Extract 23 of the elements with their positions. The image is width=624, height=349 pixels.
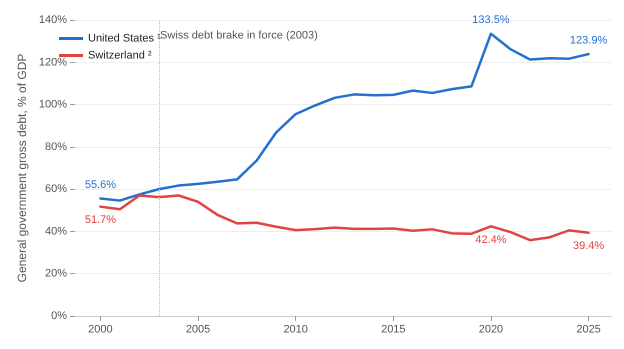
ref-line-label: Swiss debt brake in force (2003): [160, 30, 318, 42]
y-tick-label: 140%: [38, 14, 68, 26]
y-tick-label: 40%: [45, 225, 68, 238]
annotation: 39.4%: [572, 240, 604, 252]
y-axis-title: General government gross debt, % of GDP: [15, 54, 29, 282]
y-tick-label: 80%: [45, 140, 68, 153]
x-tick-label: 2005: [186, 324, 210, 336]
annotation: 55.6%: [84, 178, 116, 191]
x-tick-label: 2015: [381, 324, 406, 336]
annotation: 51.7%: [84, 214, 116, 226]
x-tick-label: 2010: [283, 324, 308, 336]
y-tick-label: 100%: [38, 98, 68, 111]
x-tick-label: 2025: [576, 324, 601, 336]
y-tick-label: 0%: [51, 310, 68, 322]
x-tick-label: 2020: [478, 324, 504, 336]
x-tick-label: 2000: [88, 324, 113, 336]
legend-label: Switzerland ²: [88, 50, 152, 62]
annotation: 42.4%: [475, 234, 507, 246]
annotation: 123.9%: [570, 34, 608, 47]
annotation: 133.5%: [472, 14, 510, 26]
y-tick-label: 20%: [45, 268, 68, 280]
y-tick-label: 120%: [38, 56, 68, 68]
y-tick-label: 60%: [45, 183, 68, 196]
